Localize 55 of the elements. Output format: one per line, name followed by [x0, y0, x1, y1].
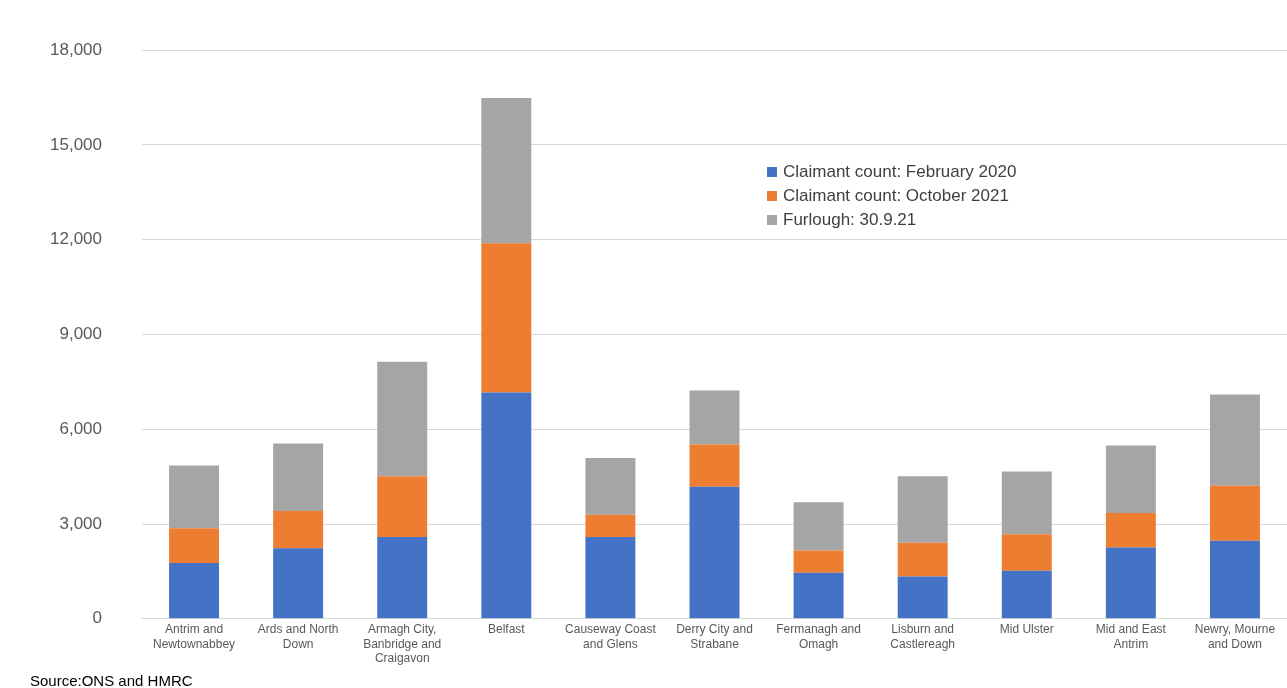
x-tick-label: Armagh City, Banbridge and Craigavon: [363, 622, 442, 666]
x-tick-label: Belfast: [487, 622, 526, 637]
bar: [377, 361, 428, 477]
bar: [1001, 570, 1052, 619]
bar: [377, 536, 428, 619]
legend-label: Claimant count: February 2020: [783, 162, 1017, 183]
y-tick-label: 12,000: [50, 229, 102, 249]
bar: [1105, 547, 1156, 619]
x-tick-label: Newry, Mourne and Down: [1194, 622, 1276, 651]
x-tick-label: Lisburn and Castlereagh: [890, 622, 956, 651]
x-tick-label: Antrim and Newtownabbey: [153, 622, 236, 651]
x-tick-label: Ards and North Down: [257, 622, 339, 651]
bar: [169, 562, 220, 619]
bar: [481, 243, 532, 393]
bar: [1105, 512, 1156, 548]
bar: [585, 458, 636, 515]
bar: [793, 502, 844, 551]
x-tick-label: Mid Ulster: [999, 622, 1054, 637]
bar: [377, 476, 428, 537]
bar: [1105, 445, 1156, 513]
bar: [1209, 485, 1260, 541]
bar: [585, 536, 636, 619]
source-note: Source:ONS and HMRC: [30, 672, 193, 688]
bar: [793, 550, 844, 573]
bar: [273, 511, 324, 549]
bar: [481, 392, 532, 619]
x-tick-label: Causeway Coast and Glens: [565, 622, 657, 651]
bar: [273, 548, 324, 619]
bar: [897, 476, 948, 543]
bar: [1001, 471, 1052, 535]
x-tick-label: Mid and East Antrim: [1095, 622, 1167, 651]
bar: [689, 390, 740, 445]
bar: [585, 514, 636, 537]
y-tick-label: 3,000: [59, 513, 102, 533]
legend-label: Furlough: 30.9.21: [783, 210, 917, 231]
bar: [689, 486, 740, 619]
bar: [1209, 540, 1260, 619]
bar: [169, 528, 220, 563]
y-tick-label: 0: [92, 608, 102, 628]
x-tick-label: Fermanagh and Omagh: [776, 622, 861, 651]
bar: [793, 572, 844, 619]
x-tick-label: Derry City and Strabane: [676, 622, 753, 651]
bar: [273, 443, 324, 512]
bar: [481, 97, 532, 244]
y-tick-label: 15,000: [50, 134, 102, 154]
bar: [1209, 394, 1260, 486]
bar: [689, 444, 740, 487]
y-tick-label: 18,000: [50, 39, 102, 59]
y-tick-label: 9,000: [59, 324, 102, 344]
bar: [1001, 534, 1052, 571]
bar: [169, 465, 220, 529]
bar: [897, 576, 948, 619]
y-tick-label: 6,000: [59, 418, 102, 438]
bar: [897, 542, 948, 577]
legend-label: Claimant count: October 2021: [783, 186, 1009, 207]
